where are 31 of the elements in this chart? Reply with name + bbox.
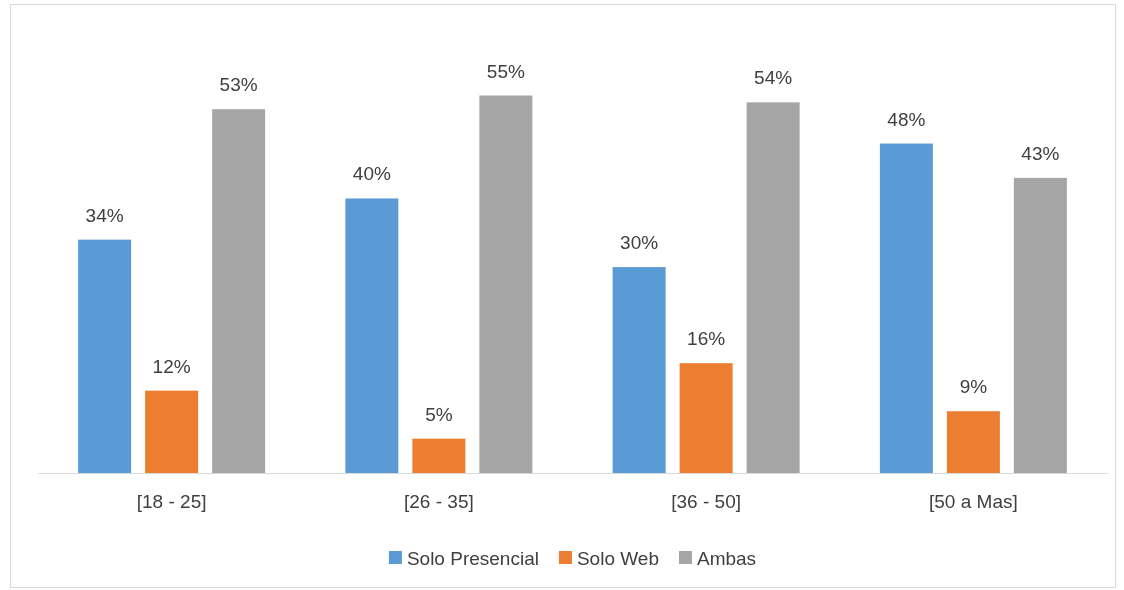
bar [345,198,399,473]
data-label: 53% [219,74,258,96]
legend-label: Ambas [696,547,757,569]
x-tick-label: [50 a Mas] [929,491,1018,513]
data-label: 34% [85,204,124,226]
legend-label: Solo Presencial [406,547,539,569]
data-label: 40% [352,163,391,185]
data-label: 12% [152,355,191,377]
x-tick-label: [26 - 35] [404,491,474,513]
bar [412,438,466,473]
data-label: 48% [887,108,926,130]
data-label: 16% [687,328,726,350]
x-tick-label: [18 - 25] [136,491,207,513]
bar [612,267,666,473]
bar [679,363,733,473]
bar [1013,177,1067,473]
bar [78,239,132,473]
bar [479,95,533,473]
x-tick-label: [36 - 50] [671,491,741,513]
data-label: 5% [425,403,453,425]
data-label: 30% [620,232,659,254]
legend-label: Solo Web [576,547,659,569]
bar [145,390,199,473]
data-label: 43% [1021,142,1060,164]
bar [212,109,266,473]
data-label: 54% [754,67,793,89]
bar [879,143,933,473]
bar [946,411,1000,473]
data-label: 9% [959,376,988,398]
bar [746,102,800,473]
data-label: 55% [486,60,525,82]
